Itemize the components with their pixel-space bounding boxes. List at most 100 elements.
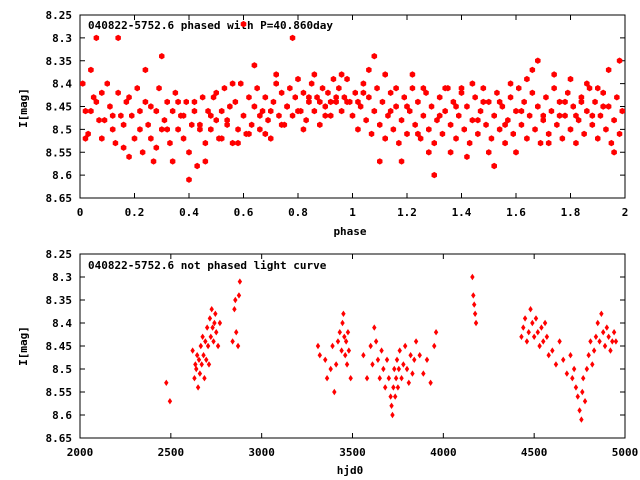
- phased-data-point: [276, 112, 282, 119]
- phased-data-point: [573, 112, 579, 119]
- unphased-data-point: [404, 365, 410, 373]
- phased-data-point: [469, 80, 476, 87]
- phased-data-point: [344, 75, 350, 83]
- phased-data-point: [586, 85, 593, 92]
- phased-data-point: [175, 126, 181, 133]
- phased-data-point: [205, 107, 211, 115]
- phased-data-point: [262, 94, 269, 101]
- phased-data-point: [540, 117, 546, 124]
- unphased-data-point: [401, 361, 406, 368]
- phased-data-point: [556, 98, 563, 106]
- phased-data-point: [112, 139, 119, 147]
- phased-y-tick-label: 8.45: [46, 101, 73, 114]
- phased-data-point: [129, 112, 135, 119]
- phased-data-point: [377, 158, 383, 165]
- unphased-data-point: [564, 370, 570, 377]
- unphased-data-point: [406, 379, 412, 386]
- phased-data-point: [175, 98, 181, 106]
- unphased-data-point: [580, 388, 585, 396]
- phased-data-point: [363, 117, 369, 124]
- phased-data-point: [458, 89, 465, 96]
- unphased-data-point: [473, 319, 479, 327]
- phased-data-point: [499, 103, 506, 110]
- phased-data-point: [289, 34, 296, 42]
- unphased-data-point: [432, 342, 437, 350]
- unphased-data-point: [379, 347, 384, 354]
- phased-data-point: [303, 117, 309, 124]
- phased-data-point: [308, 80, 315, 87]
- phased-y-tick-label: 8.4: [52, 78, 72, 91]
- unphased-data-point: [208, 333, 213, 340]
- phased-data-point: [589, 121, 596, 128]
- unphased-data-point: [201, 352, 206, 359]
- phased-data-point: [483, 121, 489, 128]
- phased-data-point: [229, 139, 236, 147]
- phased-data-point: [197, 121, 203, 128]
- phased-data-point: [567, 75, 574, 83]
- unphased-plot-frame: [79, 253, 626, 439]
- phased-data-point: [469, 117, 476, 124]
- phased-y-tick-label: 8.6: [52, 169, 72, 182]
- unphased-data-point: [597, 338, 602, 345]
- phased-x-tick-label: 0.2: [125, 206, 145, 219]
- phased-data-point: [436, 94, 443, 101]
- phased-data-point: [600, 89, 606, 96]
- unphased-x-tick-label: 2000: [67, 446, 94, 459]
- unphased-data-point: [164, 379, 169, 386]
- unphased-data-point: [213, 310, 218, 317]
- unphased-data-point: [215, 342, 221, 350]
- unphased-data-point: [384, 356, 390, 363]
- phased-data-point: [134, 85, 140, 92]
- phased-data-point: [600, 103, 606, 110]
- unphased-data-point: [339, 347, 344, 354]
- phased-data-point: [581, 130, 587, 138]
- phased-data-point: [115, 34, 121, 42]
- phased-data-point: [120, 121, 127, 128]
- phased-data-point: [213, 117, 219, 124]
- unphased-y-tick-label: 8.3: [52, 271, 72, 284]
- phased-data-point: [589, 112, 596, 119]
- phased-data-point: [570, 103, 576, 110]
- phased-data-point: [371, 53, 378, 60]
- unphased-data-point: [194, 352, 200, 359]
- unphased-data-point: [575, 393, 580, 400]
- unphased-data-point: [364, 375, 370, 382]
- phased-data-point: [104, 80, 110, 87]
- unphased-data-point: [317, 352, 322, 359]
- unphased-data-point: [206, 361, 212, 368]
- phased-data-point: [412, 121, 418, 128]
- phased-data-point: [172, 89, 179, 96]
- phased-data-point: [229, 80, 236, 87]
- phased-data-point: [578, 94, 585, 101]
- unphased-x-tick-label: 4500: [521, 446, 548, 459]
- phased-data-point: [466, 139, 473, 147]
- unphased-data-point: [519, 333, 524, 340]
- unphased-y-tick-label: 8.4: [52, 317, 72, 330]
- phased-data-point: [475, 130, 481, 138]
- phased-data-point: [548, 107, 555, 115]
- phased-data-point: [325, 89, 331, 96]
- unphased-data-point: [602, 342, 608, 350]
- phased-data-point: [344, 98, 350, 106]
- phased-data-point: [161, 117, 168, 124]
- phased-data-point: [494, 89, 500, 96]
- phased-data-point: [584, 107, 590, 115]
- unphased-data-point: [200, 333, 205, 340]
- unphased-data-point: [557, 338, 562, 345]
- unphased-data-point: [193, 361, 198, 368]
- unphased-x-tick-label: 3000: [248, 446, 275, 459]
- phased-x-tick-label: 1: [349, 206, 356, 219]
- phased-data-point: [458, 85, 465, 92]
- phased-data-point: [306, 94, 312, 101]
- phased-data-point: [513, 149, 519, 156]
- phased-y-tick-label: 8.5: [52, 123, 72, 136]
- phased-data-point: [382, 135, 388, 142]
- unphased-data-point: [610, 338, 615, 345]
- phased-data-point: [330, 75, 337, 83]
- unphased-data-point: [234, 329, 239, 336]
- phased-data-point: [278, 121, 285, 128]
- phased-data-point: [202, 139, 209, 147]
- phased-data-point: [90, 94, 97, 101]
- unphased-data-point: [570, 375, 575, 382]
- phased-data-point: [439, 130, 446, 138]
